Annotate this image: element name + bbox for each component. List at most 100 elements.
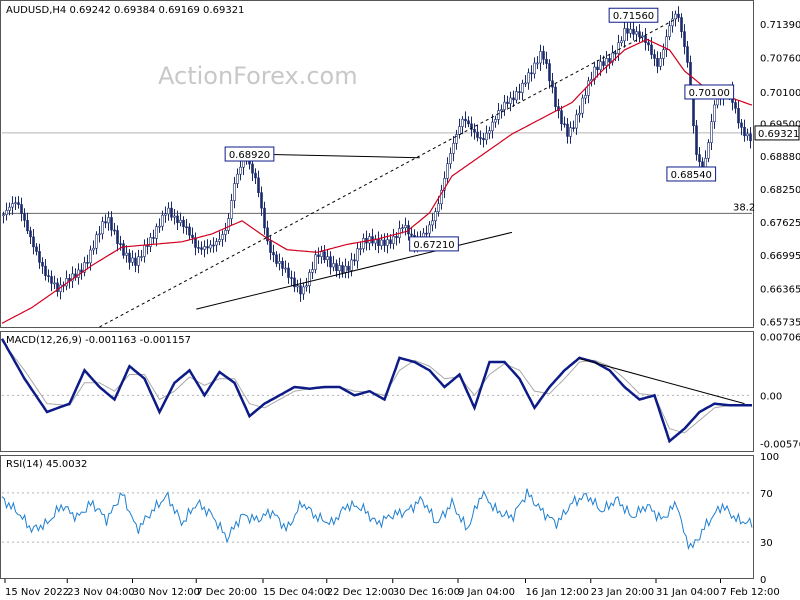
- candle-body: [302, 286, 305, 295]
- candle-body: [653, 54, 656, 59]
- candle: [38, 243, 41, 269]
- candle: [449, 147, 452, 169]
- candle-body: [20, 204, 23, 214]
- candle: [5, 202, 8, 221]
- candle-body: [26, 220, 29, 232]
- candle: [266, 220, 269, 245]
- macd-signal-line: [1, 340, 752, 434]
- price-tick-label: 0.66995: [760, 251, 800, 262]
- candle: [659, 52, 662, 71]
- candle-body: [578, 112, 581, 116]
- macd-title: MACD(12,26,9) -0.001163 -0.001157: [6, 335, 191, 346]
- x-tick-label: 23 Jan 20:00: [591, 587, 654, 598]
- candle: [734, 98, 737, 114]
- candle: [638, 24, 641, 43]
- candle-body: [389, 239, 392, 244]
- candle: [737, 100, 740, 129]
- candle-body: [290, 277, 293, 279]
- candle: [221, 230, 224, 247]
- candle: [527, 68, 530, 90]
- candle-body: [41, 262, 44, 267]
- candle-body: [551, 80, 554, 88]
- candle-body: [521, 82, 524, 93]
- candle: [482, 132, 485, 148]
- candle-body: [473, 129, 476, 133]
- candle-body: [392, 236, 395, 244]
- candle: [95, 231, 98, 255]
- rsi-tick-label: 100: [760, 452, 779, 463]
- candle: [125, 245, 128, 263]
- candle: [56, 278, 59, 297]
- candle: [695, 120, 698, 161]
- candle: [233, 176, 236, 209]
- price-chart-title: AUDUSD,H4 0.69242 0.69384 0.69169 0.6932…: [6, 5, 244, 16]
- candle-body: [611, 52, 614, 63]
- candle-body: [380, 239, 383, 246]
- candle: [35, 243, 38, 256]
- candle: [581, 94, 584, 118]
- candle: [512, 90, 515, 107]
- candle: [287, 262, 290, 284]
- candle-body: [215, 241, 218, 246]
- candle: [587, 76, 590, 104]
- candle: [329, 251, 332, 275]
- candle: [461, 116, 464, 135]
- candle-body: [626, 28, 629, 34]
- candle-body: [515, 91, 518, 101]
- candle-body: [569, 127, 572, 137]
- candle-body: [47, 275, 50, 277]
- candle: [698, 147, 701, 167]
- candle-body: [152, 237, 155, 239]
- candle: [632, 22, 635, 41]
- macd-panel: [0, 331, 754, 452]
- candle: [707, 139, 710, 163]
- candle-body: [713, 104, 716, 122]
- candle: [317, 247, 320, 265]
- macd-line: [0, 338, 752, 444]
- candle: [713, 100, 716, 129]
- candle-body: [458, 126, 461, 135]
- candle: [476, 125, 479, 142]
- candle: [104, 214, 107, 229]
- candle-body: [668, 25, 671, 37]
- candle: [380, 234, 383, 250]
- candle-body: [89, 249, 92, 264]
- candle-body: [293, 277, 296, 288]
- candle: [635, 26, 638, 43]
- price-annotation: 0.67210: [409, 236, 459, 252]
- candle: [524, 75, 527, 88]
- candle-body: [641, 35, 644, 38]
- candle-body: [527, 72, 530, 84]
- candle-body: [356, 248, 359, 262]
- candle-body: [656, 58, 659, 67]
- candle-body: [743, 127, 746, 137]
- candle-body: [680, 17, 683, 32]
- price-tick-label: 0.71390: [760, 20, 800, 31]
- candle-body: [404, 225, 407, 229]
- candle: [353, 253, 356, 266]
- candle-body: [260, 192, 263, 209]
- candle: [629, 22, 632, 38]
- x-tick-label: 30 Dec 16:00: [393, 587, 460, 598]
- macd-tick-label: 0.00: [760, 391, 782, 402]
- candle-body: [638, 31, 641, 38]
- candle-body: [299, 285, 302, 295]
- candle-body: [278, 261, 281, 264]
- candle-body: [524, 82, 527, 85]
- candle-body: [539, 51, 542, 64]
- candle: [281, 257, 284, 276]
- candle-body: [344, 265, 347, 273]
- candle-body: [602, 61, 605, 66]
- candle-body: [107, 217, 110, 224]
- candle-body: [386, 239, 389, 246]
- candle-body: [134, 257, 137, 266]
- candle-body: [536, 62, 539, 65]
- price-panel: [0, 0, 754, 328]
- candle: [101, 216, 104, 240]
- price-tick-label: 0.65735: [760, 317, 800, 328]
- candle: [134, 252, 137, 273]
- candle-body: [317, 254, 320, 257]
- candle-body: [566, 123, 569, 137]
- candle-body: [11, 203, 14, 208]
